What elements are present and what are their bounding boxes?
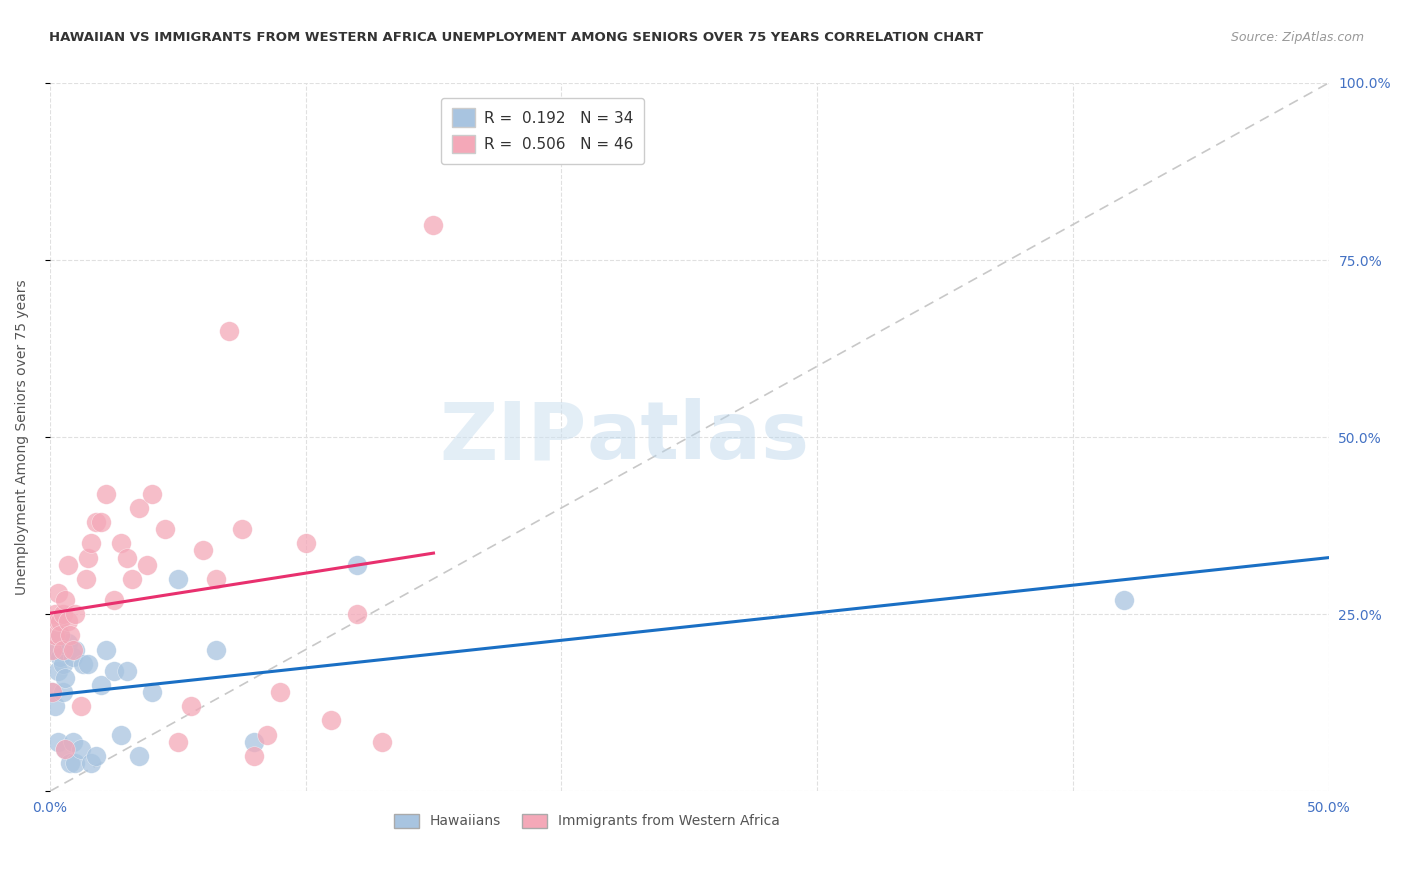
Point [77, 657, 100, 671]
Point [1112, 593, 1135, 607]
Point [121, 572, 143, 586]
Point [166, 734, 188, 748]
Point [53, 671, 76, 685]
Point [294, 536, 316, 550]
Text: atlas: atlas [586, 398, 810, 476]
Point [243, 734, 266, 748]
Point [62, 649, 84, 664]
Point [69, 699, 91, 714]
Point [77, 550, 100, 565]
Point [128, 748, 150, 763]
Point [44, 699, 66, 714]
Point [44, 607, 66, 622]
Point [115, 664, 138, 678]
Point [46, 664, 69, 678]
Point [243, 748, 266, 763]
Point [65, 642, 87, 657]
Point [84, 748, 107, 763]
Point [94, 642, 117, 657]
Point [80, 756, 103, 770]
Point [346, 558, 368, 572]
Y-axis label: Unemployment Among Seniors over 75 years: Unemployment Among Seniors over 75 years [15, 279, 30, 595]
Point [41, 685, 63, 699]
Point [41, 642, 63, 657]
Point [49, 628, 72, 642]
Point [422, 218, 444, 232]
Point [46, 614, 69, 628]
Point [44, 628, 66, 642]
Text: Source: ZipAtlas.com: Source: ZipAtlas.com [1230, 31, 1364, 45]
Point [56, 614, 79, 628]
Point [153, 522, 176, 536]
Point [44, 642, 66, 657]
Point [52, 657, 75, 671]
Point [128, 500, 150, 515]
Point [110, 728, 132, 742]
Point [62, 642, 84, 657]
Point [346, 607, 368, 622]
Text: HAWAIIAN VS IMMIGRANTS FROM WESTERN AFRICA UNEMPLOYMENT AMONG SENIORS OVER 75 YE: HAWAIIAN VS IMMIGRANTS FROM WESTERN AFRI… [49, 31, 983, 45]
Point [94, 487, 117, 501]
Point [141, 487, 163, 501]
Point [53, 593, 76, 607]
Point [80, 536, 103, 550]
Point [103, 593, 125, 607]
Text: ZIP: ZIP [440, 398, 586, 476]
Legend: Hawaiians, Immigrants from Western Africa: Hawaiians, Immigrants from Western Afric… [388, 808, 786, 834]
Point [90, 678, 112, 692]
Point [269, 685, 291, 699]
Point [59, 756, 82, 770]
Point [65, 607, 87, 622]
Point [49, 628, 72, 642]
Point [46, 586, 69, 600]
Point [205, 642, 228, 657]
Point [141, 685, 163, 699]
Point [46, 734, 69, 748]
Point [110, 536, 132, 550]
Point [218, 324, 240, 338]
Point [49, 614, 72, 628]
Point [52, 642, 75, 657]
Point [69, 741, 91, 756]
Point [59, 628, 82, 642]
Point [56, 635, 79, 649]
Point [205, 572, 228, 586]
Point [193, 543, 215, 558]
Point [371, 734, 394, 748]
Point [49, 649, 72, 664]
Point [231, 522, 253, 536]
Point [41, 685, 63, 699]
Point [75, 572, 97, 586]
Point [53, 741, 76, 756]
Point [115, 550, 138, 565]
Point [72, 657, 94, 671]
Point [62, 734, 84, 748]
Point [321, 714, 343, 728]
Point [103, 664, 125, 678]
Point [166, 572, 188, 586]
Point [136, 558, 159, 572]
Point [65, 756, 87, 770]
Point [90, 515, 112, 529]
Point [84, 515, 107, 529]
Point [256, 728, 278, 742]
Point [52, 685, 75, 699]
Point [52, 607, 75, 622]
Point [56, 558, 79, 572]
Point [179, 699, 201, 714]
Point [53, 741, 76, 756]
